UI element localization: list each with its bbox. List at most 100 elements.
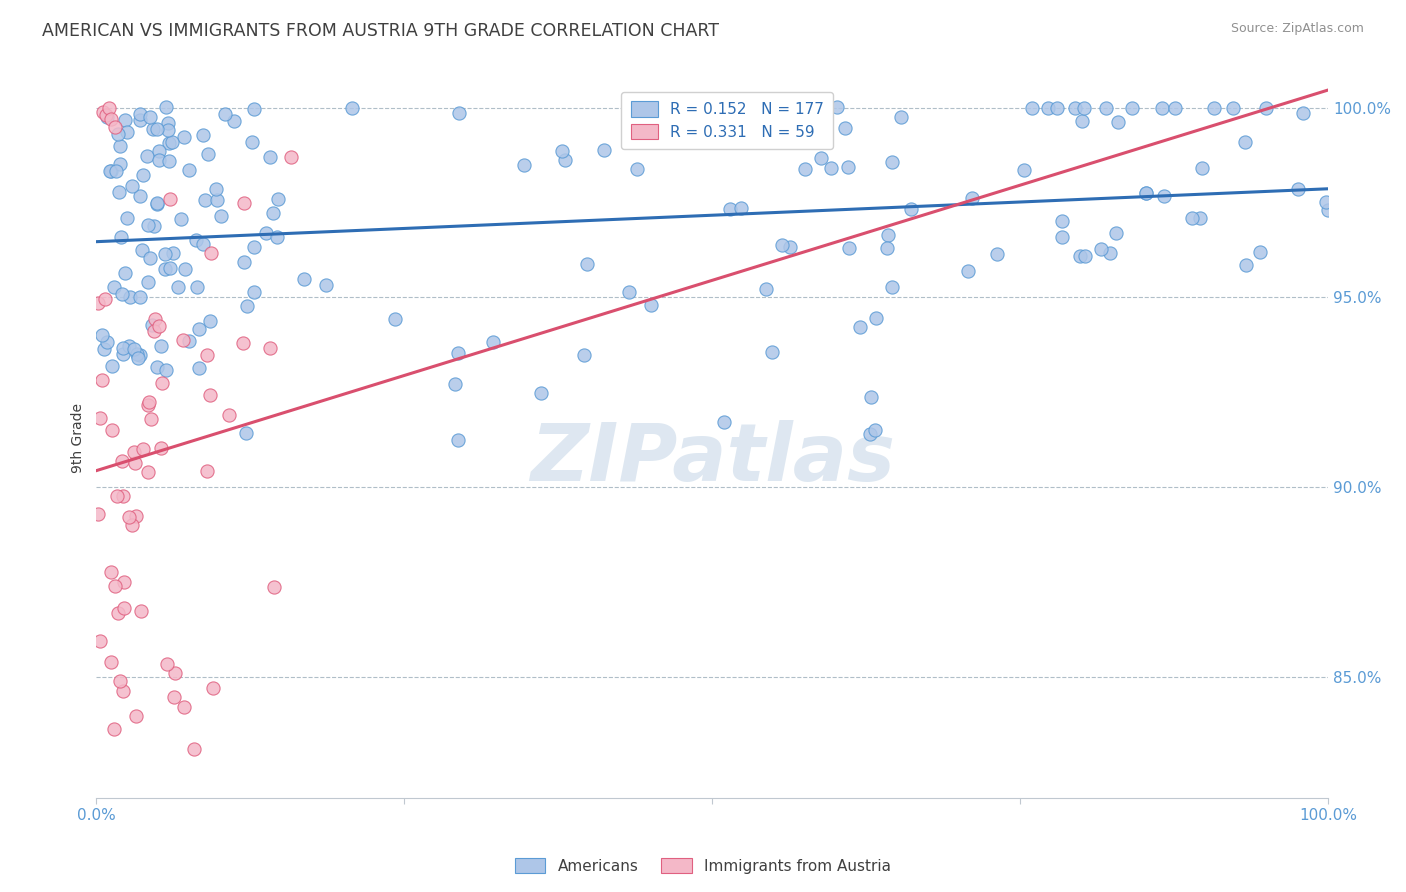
Point bbox=[136, 219, 159, 233]
Point bbox=[232, 336, 254, 351]
Point bbox=[157, 153, 180, 168]
Legend: R = 0.152   N = 177, R = 0.331   N = 59: R = 0.152 N = 177, R = 0.331 N = 59 bbox=[621, 92, 834, 149]
Point bbox=[1073, 101, 1095, 115]
Point bbox=[101, 359, 124, 373]
Point bbox=[157, 136, 180, 150]
Point bbox=[481, 335, 503, 350]
Point bbox=[1189, 211, 1212, 225]
Point bbox=[148, 319, 170, 334]
Point bbox=[191, 128, 214, 142]
Point bbox=[139, 111, 162, 125]
Point bbox=[100, 164, 122, 178]
Point bbox=[186, 280, 208, 294]
Point bbox=[233, 195, 256, 210]
Point bbox=[114, 113, 136, 128]
Point bbox=[156, 123, 179, 137]
Point bbox=[122, 445, 145, 459]
Point bbox=[142, 324, 165, 338]
Point bbox=[900, 202, 922, 217]
Point bbox=[89, 410, 111, 425]
Point bbox=[110, 230, 132, 244]
Point bbox=[1046, 101, 1069, 115]
Point bbox=[91, 327, 114, 342]
Point bbox=[197, 147, 219, 161]
Point bbox=[121, 517, 143, 532]
Point bbox=[103, 723, 125, 737]
Point bbox=[263, 580, 285, 594]
Point bbox=[243, 285, 266, 299]
Point bbox=[146, 197, 169, 211]
Point bbox=[118, 509, 141, 524]
Point bbox=[112, 601, 135, 615]
Point bbox=[94, 292, 117, 306]
Point bbox=[108, 673, 131, 688]
Point bbox=[96, 334, 118, 349]
Point bbox=[1021, 101, 1043, 115]
Point bbox=[127, 351, 149, 365]
Point bbox=[129, 348, 152, 362]
Point bbox=[575, 257, 598, 271]
Point bbox=[838, 241, 860, 255]
Point bbox=[91, 104, 114, 119]
Point bbox=[197, 464, 219, 478]
Point bbox=[112, 347, 135, 361]
Y-axis label: 9th Grade: 9th Grade bbox=[72, 403, 86, 473]
Point bbox=[162, 245, 184, 260]
Point bbox=[242, 102, 264, 116]
Text: ZIPatlas: ZIPatlas bbox=[530, 420, 894, 499]
Point bbox=[146, 122, 169, 136]
Point bbox=[865, 423, 887, 437]
Point bbox=[770, 238, 793, 252]
Point bbox=[1222, 101, 1244, 115]
Point bbox=[156, 657, 179, 671]
Point bbox=[1152, 101, 1174, 115]
Point bbox=[1317, 202, 1340, 217]
Point bbox=[157, 115, 180, 129]
Point bbox=[96, 108, 118, 122]
Point bbox=[97, 101, 120, 115]
Point bbox=[159, 192, 181, 206]
Point bbox=[849, 320, 872, 334]
Point bbox=[136, 465, 159, 479]
Point bbox=[111, 489, 134, 503]
Point bbox=[107, 127, 129, 141]
Point bbox=[167, 280, 190, 294]
Point bbox=[384, 312, 406, 326]
Point bbox=[837, 160, 859, 174]
Point bbox=[136, 149, 159, 163]
Point bbox=[1050, 229, 1073, 244]
Point bbox=[138, 251, 160, 265]
Point bbox=[876, 241, 898, 255]
Point bbox=[1234, 258, 1257, 272]
Point bbox=[172, 333, 194, 347]
Point bbox=[530, 386, 553, 401]
Point bbox=[114, 266, 136, 280]
Point bbox=[150, 376, 173, 391]
Point bbox=[810, 152, 832, 166]
Point bbox=[89, 634, 111, 648]
Text: AMERICAN VS IMMIGRANTS FROM AUSTRIA 9TH GRADE CORRELATION CHART: AMERICAN VS IMMIGRANTS FROM AUSTRIA 9TH … bbox=[42, 22, 720, 40]
Point bbox=[280, 150, 302, 164]
Point bbox=[240, 135, 263, 149]
Point bbox=[1052, 214, 1074, 228]
Point bbox=[149, 338, 172, 352]
Point bbox=[201, 681, 224, 696]
Point bbox=[626, 161, 648, 176]
Point bbox=[100, 423, 122, 437]
Point bbox=[177, 163, 200, 178]
Point bbox=[1315, 195, 1337, 210]
Point bbox=[90, 373, 112, 387]
Point bbox=[173, 699, 195, 714]
Point bbox=[205, 182, 228, 196]
Point bbox=[121, 178, 143, 193]
Point bbox=[183, 742, 205, 756]
Point bbox=[125, 509, 148, 524]
Point bbox=[676, 131, 699, 145]
Point bbox=[195, 347, 218, 361]
Point bbox=[200, 313, 222, 327]
Point bbox=[163, 666, 186, 681]
Point bbox=[129, 604, 152, 618]
Point bbox=[141, 318, 163, 333]
Point bbox=[87, 296, 110, 310]
Point bbox=[124, 342, 146, 356]
